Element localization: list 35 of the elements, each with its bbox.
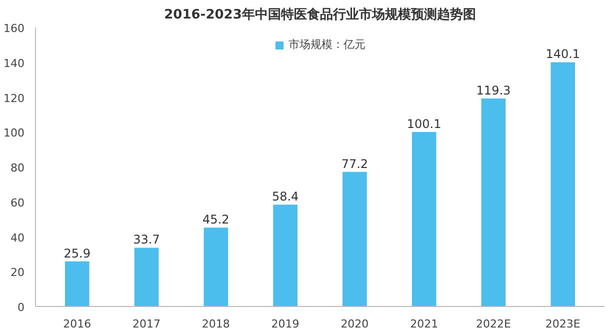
bar (64, 261, 90, 306)
y-tick-label: 140 (4, 56, 25, 70)
data-label: 33.7 (133, 232, 160, 247)
bar (342, 172, 367, 306)
chart-title: 2016-2023年中国特医食品行业市场规模预测趋势图 (164, 6, 476, 22)
y-tick-label: 20 (10, 266, 25, 280)
y-tick-label: 120 (4, 92, 25, 105)
bar (550, 62, 576, 306)
x-tick-label: 2017 (132, 318, 161, 330)
bar (273, 204, 298, 306)
y-tick-label: 100 (4, 126, 25, 140)
y-tick-label: 40 (10, 231, 25, 244)
data-label: 100.1 (406, 116, 442, 131)
data-label: 25.9 (64, 246, 90, 260)
data-label: 58.4 (272, 190, 299, 204)
bar (481, 98, 506, 306)
data-label: 140.1 (546, 47, 580, 62)
y-tick-label: 80 (10, 162, 25, 174)
x-tick-label: 2019 (271, 318, 300, 330)
x-tick-label: 2021 (410, 318, 438, 330)
y-tick-label: 60 (10, 196, 25, 210)
x-tick-label: 2020 (340, 318, 369, 330)
data-label: 77.2 (341, 156, 368, 171)
bar (412, 132, 436, 306)
y-tick-label: 160 (4, 22, 25, 35)
bar (204, 228, 228, 306)
legend-label: 市场规模：亿元 (288, 37, 366, 52)
y-tick-label: 0 (18, 301, 24, 314)
bar (134, 248, 159, 306)
x-tick-label: 2022E (476, 318, 511, 330)
x-tick-label: 2016 (63, 318, 92, 330)
x-tick-label: 2018 (202, 318, 230, 330)
data-label: 119.3 (476, 83, 511, 98)
x-tick-label: 2023E (545, 318, 580, 330)
data-label: 45.2 (202, 212, 230, 227)
